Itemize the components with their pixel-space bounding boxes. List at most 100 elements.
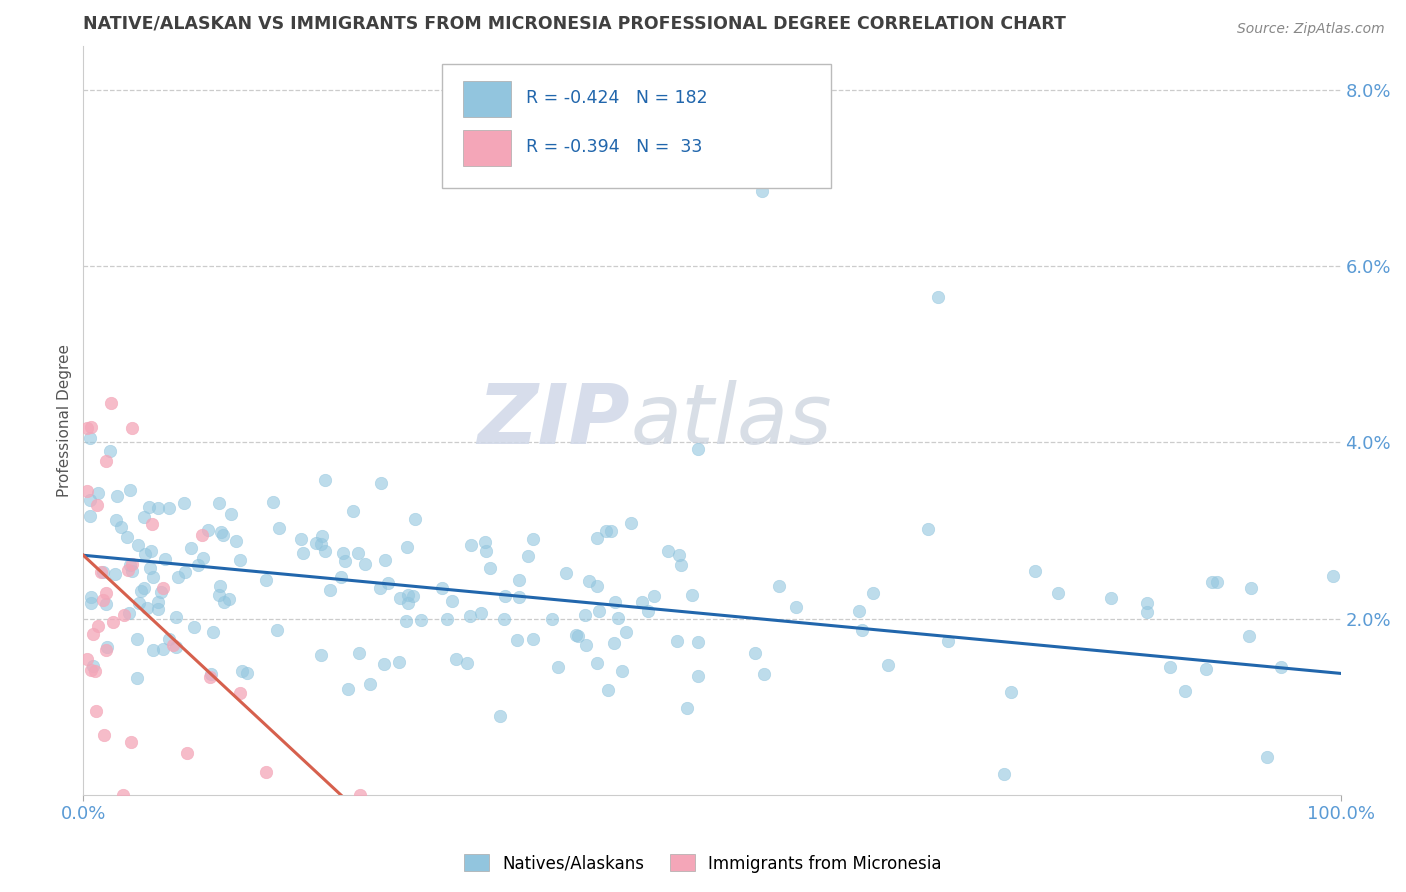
Point: [396, 588, 419, 602]
Point: [1195, 662, 1218, 676]
Point: [508, 573, 530, 587]
Point: [82, 658, 104, 673]
Point: [395, 540, 418, 554]
Point: [94, 586, 117, 600]
Text: R = -0.394   N =  33: R = -0.394 N = 33: [526, 138, 702, 156]
Point: [444, 652, 467, 666]
Point: [1322, 569, 1344, 583]
Y-axis label: Professional Degree: Professional Degree: [58, 343, 72, 497]
Point: [187, 558, 209, 573]
Point: [927, 290, 949, 304]
Point: [152, 641, 174, 656]
Point: [162, 638, 184, 652]
Point: [180, 541, 202, 556]
Text: R = -0.424   N = 182: R = -0.424 N = 182: [526, 89, 707, 107]
Point: [370, 476, 392, 491]
Point: [1047, 586, 1070, 600]
Legend: Natives/Alaskans, Immigrants from Micronesia: Natives/Alaskans, Immigrants from Micron…: [458, 847, 948, 880]
Point: [492, 612, 515, 626]
Point: [225, 534, 247, 549]
Point: [614, 624, 637, 639]
Point: [517, 549, 540, 563]
Point: [79, 431, 101, 445]
Point: [82, 627, 104, 641]
Point: [200, 666, 222, 681]
Point: [191, 551, 214, 566]
Point: [620, 516, 643, 530]
Point: [229, 686, 252, 700]
Point: [479, 561, 502, 575]
Point: [98, 444, 121, 458]
Point: [342, 504, 364, 518]
Point: [112, 607, 135, 622]
Point: [668, 549, 690, 563]
Point: [142, 570, 165, 584]
Point: [436, 612, 458, 626]
Point: [209, 525, 232, 540]
Point: [1270, 660, 1292, 674]
Point: [595, 524, 617, 539]
Point: [554, 566, 576, 581]
Point: [876, 657, 898, 672]
Point: [612, 664, 634, 678]
Point: [100, 395, 122, 409]
Point: [157, 632, 180, 647]
Point: [142, 643, 165, 657]
Point: [107, 489, 129, 503]
Point: [121, 421, 143, 435]
Point: [541, 612, 564, 626]
Point: [157, 500, 180, 515]
Point: [751, 184, 773, 198]
Point: [675, 701, 697, 715]
Point: [236, 666, 259, 681]
Point: [229, 553, 252, 567]
Point: [993, 767, 1015, 781]
Point: [191, 528, 214, 542]
Point: [76, 652, 98, 666]
Point: [91, 565, 114, 579]
Point: [686, 635, 709, 649]
Point: [254, 765, 277, 780]
Point: [90, 566, 112, 580]
Point: [262, 494, 284, 508]
Point: [80, 590, 103, 604]
Point: [91, 593, 114, 607]
Point: [409, 613, 432, 627]
Point: [522, 533, 544, 547]
Point: [117, 563, 139, 577]
Point: [666, 633, 689, 648]
Point: [110, 519, 132, 533]
Point: [404, 512, 426, 526]
Point: [768, 579, 790, 593]
Point: [139, 560, 162, 574]
Point: [150, 585, 173, 599]
Point: [374, 553, 396, 567]
Text: atlas: atlas: [630, 380, 832, 461]
Point: [588, 604, 610, 618]
Point: [1159, 660, 1181, 674]
Point: [851, 624, 873, 638]
Point: [1256, 750, 1278, 764]
Point: [118, 483, 141, 497]
Point: [396, 596, 419, 610]
Point: [118, 607, 141, 621]
Point: [96, 640, 118, 654]
Point: [596, 683, 619, 698]
Point: [1174, 684, 1197, 698]
Point: [1240, 581, 1263, 595]
FancyBboxPatch shape: [441, 64, 831, 188]
Text: ZIP: ZIP: [478, 380, 630, 461]
Point: [603, 595, 626, 609]
Point: [1000, 685, 1022, 699]
Point: [318, 582, 340, 597]
Point: [456, 656, 478, 670]
Point: [165, 610, 187, 624]
Point: [165, 640, 187, 654]
Point: [585, 656, 607, 670]
Point: [506, 632, 529, 647]
Point: [120, 735, 142, 749]
Point: [494, 589, 516, 603]
Point: [686, 442, 709, 456]
Point: [111, 788, 134, 802]
Point: [173, 496, 195, 510]
